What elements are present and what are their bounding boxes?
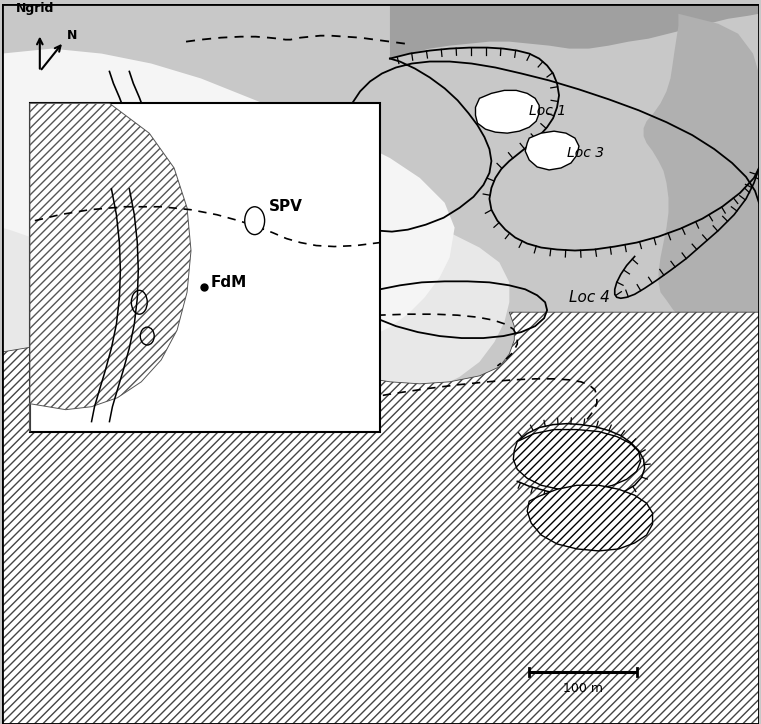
- Polygon shape: [2, 49, 454, 350]
- Text: FdM: FdM: [211, 275, 247, 290]
- Ellipse shape: [245, 207, 265, 235]
- Text: Loc 1: Loc 1: [529, 104, 566, 118]
- Text: Loc 3: Loc 3: [567, 146, 604, 160]
- Text: SPV: SPV: [269, 198, 302, 214]
- Text: Ngrid: Ngrid: [16, 1, 54, 14]
- Polygon shape: [527, 485, 652, 551]
- Polygon shape: [390, 4, 759, 59]
- Polygon shape: [513, 429, 641, 492]
- Polygon shape: [2, 312, 759, 724]
- Bar: [30, 104, 380, 432]
- Polygon shape: [476, 90, 539, 133]
- Polygon shape: [644, 14, 759, 402]
- Text: 100 m: 100 m: [563, 682, 603, 695]
- Polygon shape: [2, 4, 509, 426]
- Polygon shape: [30, 104, 191, 432]
- Text: Loc 4: Loc 4: [569, 290, 610, 305]
- Polygon shape: [525, 131, 579, 170]
- Text: N: N: [67, 29, 77, 42]
